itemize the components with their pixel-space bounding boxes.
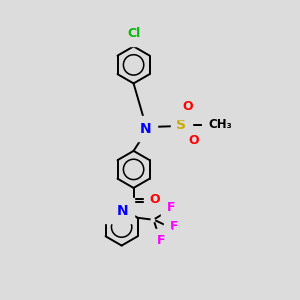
Text: O: O: [188, 134, 199, 147]
Text: N: N: [140, 122, 151, 136]
Text: N: N: [117, 204, 129, 218]
Text: F: F: [167, 201, 176, 214]
Text: O: O: [150, 193, 160, 206]
Text: O: O: [182, 100, 193, 113]
Text: F: F: [157, 234, 166, 247]
Text: S: S: [176, 118, 186, 132]
Text: Cl: Cl: [127, 27, 140, 40]
Text: H: H: [110, 204, 120, 217]
Text: F: F: [170, 220, 178, 232]
Text: CH₃: CH₃: [208, 118, 232, 131]
